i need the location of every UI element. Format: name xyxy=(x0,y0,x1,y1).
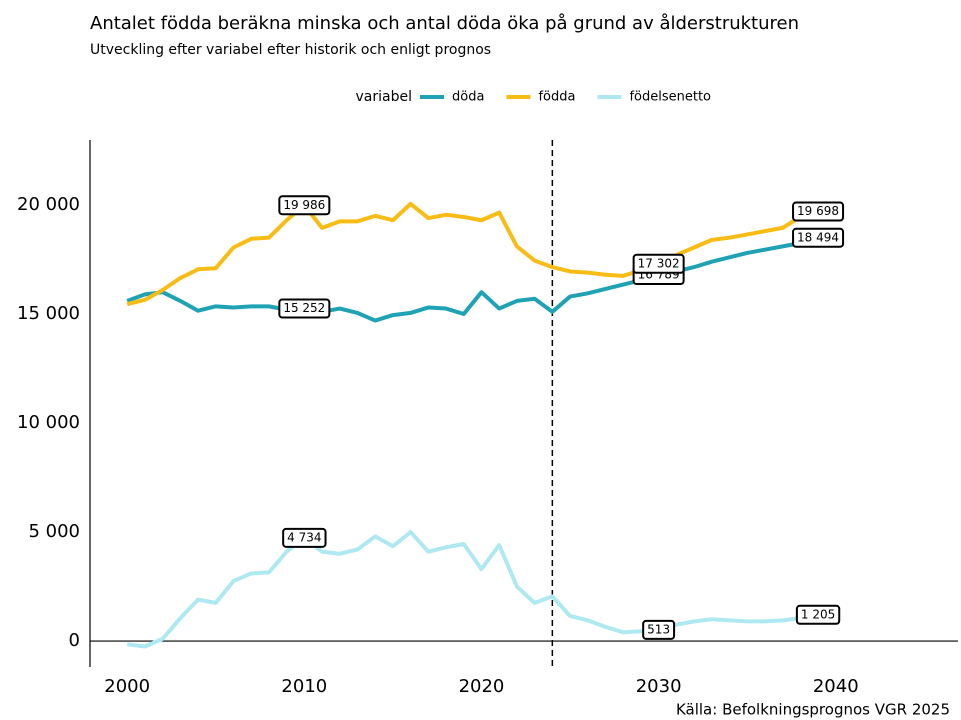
chart-title: Antalet födda beräkna minska och antal d… xyxy=(90,13,799,34)
y-tick-label: 0 xyxy=(69,630,80,651)
x-tick-label: 2010 xyxy=(281,676,327,697)
label-box xyxy=(278,195,331,216)
x-tick-label: 2030 xyxy=(636,676,682,697)
data-label: 17 302 xyxy=(632,253,685,274)
data-label-text: 18 494 xyxy=(797,230,839,244)
x-tick-label: 2040 xyxy=(813,676,859,697)
series-line xyxy=(126,235,819,323)
data-label: 19 986 xyxy=(278,195,331,216)
source: Källa: Befolkningsprognos VGR 2025 xyxy=(676,701,950,719)
data-label-text: 19 698 xyxy=(797,204,839,218)
data-label-text: 15 252 xyxy=(283,301,325,315)
data-label: 15 252 xyxy=(278,298,331,319)
label-box xyxy=(282,527,327,548)
data-label-text: 19 986 xyxy=(283,198,325,212)
y-tick-label: 5 000 xyxy=(28,521,80,542)
label-box xyxy=(278,298,331,319)
legend-label: döda xyxy=(452,90,484,105)
label-box xyxy=(792,227,845,248)
series-line xyxy=(126,201,819,307)
y-tick-label: 10 000 xyxy=(17,412,80,433)
data-label-text: 513 xyxy=(647,622,670,636)
y-tick-label: 20 000 xyxy=(17,194,80,215)
data-label: 19 698 xyxy=(792,201,845,222)
data-label-text: 1 205 xyxy=(801,607,835,621)
data-label-text: 17 302 xyxy=(638,256,680,270)
y-tick-label: 15 000 xyxy=(17,303,80,324)
chart-subtitle: Utveckling efter variabel efter historik… xyxy=(90,42,491,58)
data-label: 1 205 xyxy=(795,604,841,625)
label-box xyxy=(642,619,676,640)
x-tick-label: 2020 xyxy=(459,676,505,697)
label-box xyxy=(792,201,845,222)
data-label: 18 494 xyxy=(792,227,845,248)
data-label: 4 734 xyxy=(282,527,327,548)
series-line xyxy=(126,530,819,649)
x-tick-label: 2000 xyxy=(104,676,150,697)
legend-title: variabel xyxy=(356,89,412,105)
legend-label: födelsenetto xyxy=(629,90,711,105)
label-box xyxy=(795,604,841,625)
data-label: 513 xyxy=(642,619,676,640)
data-label-text: 4 734 xyxy=(287,530,321,544)
label-box xyxy=(632,253,685,274)
legend-label: födda xyxy=(538,90,575,105)
